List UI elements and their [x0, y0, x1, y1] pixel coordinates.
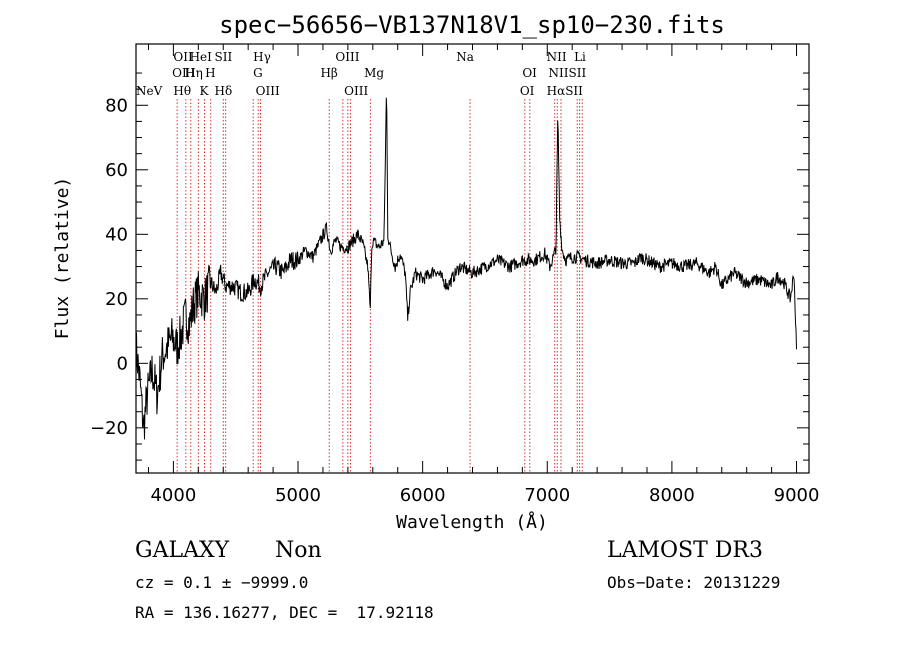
line-label: G [253, 66, 263, 80]
object-subclass: Non [275, 538, 322, 563]
line-label: OI [172, 66, 187, 80]
y-tick-label: 80 [105, 95, 128, 116]
ra-dec: RA = 136.16277, DEC = 17.92118 [135, 603, 434, 622]
line-label: OII [173, 50, 193, 64]
x-tick-label: 9000 [774, 485, 820, 506]
line-label: OIII [256, 84, 280, 98]
line-label: NeV [136, 84, 163, 98]
x-tick-label: 4000 [150, 485, 196, 506]
survey-name: LAMOST DR3 [607, 538, 763, 563]
x-tick-label: 8000 [649, 485, 695, 506]
line-label: HαSII [547, 84, 584, 98]
spectrum-line [135, 97, 797, 440]
x-tick-label: 7000 [524, 485, 570, 506]
line-labels: NeVOIIOIHHeIHηHθHKSIIHδHγGOIIIOIIIHβOIII… [136, 50, 586, 98]
line-label: Hδ [215, 84, 233, 98]
y-axis-label: Flux (relative) [52, 177, 73, 340]
line-label: HeI [190, 50, 213, 64]
redshift-cz: cz = 0.1 ± −9999.0 [135, 573, 309, 592]
line-label: Hγ [253, 50, 271, 64]
x-tick-label: 6000 [400, 485, 446, 506]
x-axis: 4000 5000 6000 7000 8000 9000 [147, 44, 820, 506]
plot-frame [135, 43, 810, 474]
line-label: OIII [335, 50, 359, 64]
x-axis-label: Wavelength (Å) [396, 511, 548, 533]
line-label: OIII [344, 84, 368, 98]
line-label: K [200, 84, 210, 98]
line-label: Li [574, 50, 586, 64]
y-tick-label: 0 [117, 353, 128, 374]
line-label: Hη [185, 66, 203, 80]
line-label: NII [547, 50, 567, 64]
line-label: Na [456, 50, 474, 64]
y-tick-label: 40 [105, 224, 128, 245]
y-tick-label: −20 [90, 418, 128, 439]
chart-title: spec−56656−VB137N18V1_sp10−230.fits [219, 11, 725, 39]
line-label: Hθ [173, 84, 191, 98]
y-axis: −20 0 20 40 60 80 [90, 72, 809, 461]
line-label: SII [215, 50, 233, 64]
line-label: Mg [364, 66, 384, 80]
object-class: GALAXY [135, 538, 230, 563]
line-label: H [185, 66, 195, 80]
x-tick-label: 5000 [275, 485, 321, 506]
y-tick-label: 60 [105, 160, 128, 181]
line-label: OI [522, 66, 537, 80]
line-label: NIISII [549, 66, 587, 80]
line-label: Hβ [320, 66, 337, 80]
y-tick-label: 20 [105, 289, 128, 310]
observation-date: Obs−Date: 20131229 [607, 573, 781, 592]
line-label: H [205, 66, 215, 80]
line-label: OI [520, 84, 535, 98]
